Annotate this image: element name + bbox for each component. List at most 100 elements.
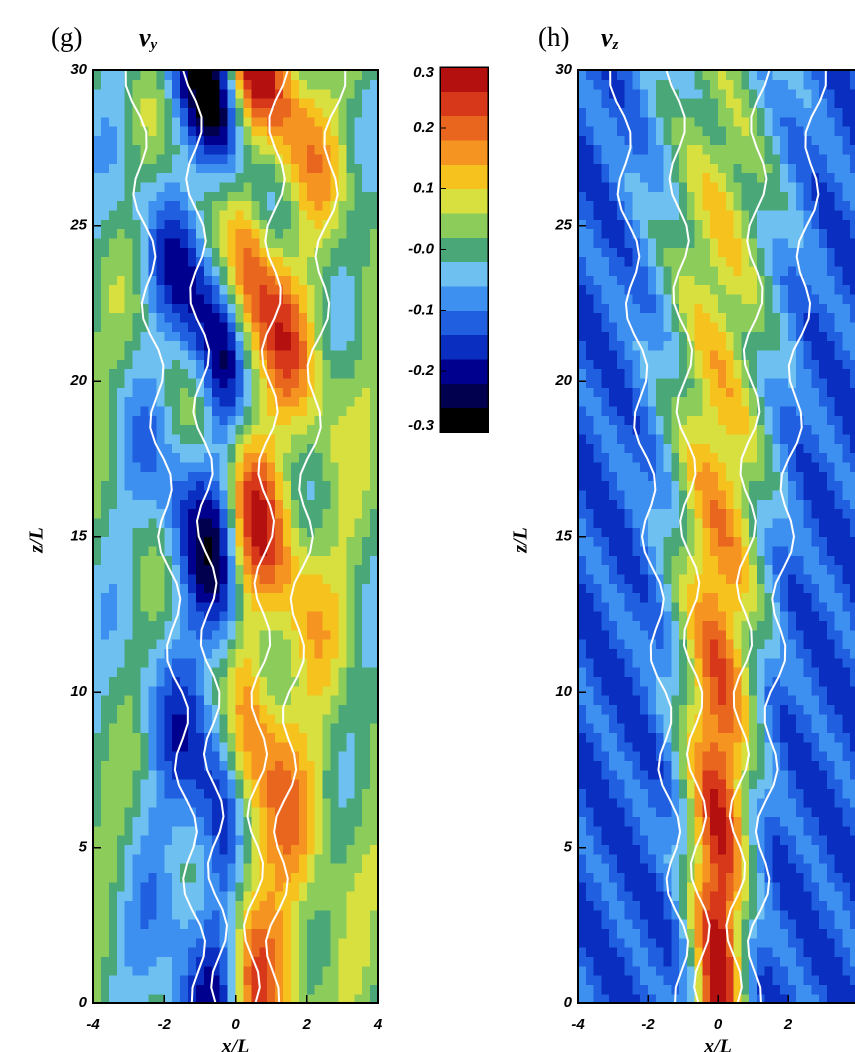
field-cell xyxy=(625,975,633,985)
field-cell xyxy=(125,229,134,239)
field-cell xyxy=(93,900,102,910)
field-cell xyxy=(188,620,197,630)
field-cell xyxy=(243,285,252,295)
field-cell xyxy=(664,387,672,397)
field-cell xyxy=(625,574,633,584)
field-cell xyxy=(180,574,189,584)
field-cell xyxy=(299,910,308,920)
y-tick-label: 5 xyxy=(79,838,88,855)
field-cell xyxy=(125,499,134,509)
field-cell xyxy=(656,947,664,957)
field-cell xyxy=(172,471,181,481)
field-cell xyxy=(640,201,648,211)
field-cell xyxy=(117,406,126,416)
field-cell xyxy=(156,462,165,472)
field-cell xyxy=(188,742,197,752)
field-cell xyxy=(172,294,181,304)
field-cell xyxy=(133,854,142,864)
field-cell xyxy=(267,900,276,910)
field-cell xyxy=(338,975,347,985)
field-cell xyxy=(664,583,672,593)
field-cell xyxy=(578,425,586,435)
field-cell xyxy=(632,350,640,360)
field-cell xyxy=(204,303,213,313)
field-cell xyxy=(354,760,363,770)
field-cell xyxy=(228,891,237,901)
field-cell xyxy=(212,415,221,425)
field-cell xyxy=(172,173,181,183)
field-cell xyxy=(196,798,205,808)
field-cell xyxy=(101,583,110,593)
field-cell xyxy=(93,770,102,780)
field-cell xyxy=(148,602,157,612)
field-cell xyxy=(594,397,602,407)
field-cell xyxy=(362,639,371,649)
field-cell xyxy=(601,770,609,780)
field-cell xyxy=(338,704,347,714)
field-cell xyxy=(640,704,648,714)
field-cell xyxy=(93,630,102,640)
field-cell xyxy=(331,816,340,826)
field-cell xyxy=(156,163,165,173)
field-cell xyxy=(601,191,609,201)
field-cell xyxy=(267,592,276,602)
field-cell xyxy=(156,714,165,724)
field-cell xyxy=(617,704,625,714)
field-cell xyxy=(323,471,332,481)
field-cell xyxy=(283,667,292,677)
field-cell xyxy=(346,201,355,211)
field-cell xyxy=(594,201,602,211)
field-cell xyxy=(117,742,126,752)
field-cell xyxy=(259,387,268,397)
field-cell xyxy=(601,966,609,976)
field-cell xyxy=(148,490,157,500)
field-cell xyxy=(609,751,617,761)
field-cell xyxy=(283,89,292,99)
field-cell xyxy=(243,145,252,155)
field-cell xyxy=(228,518,237,528)
field-cell xyxy=(648,947,656,957)
field-cell xyxy=(617,350,625,360)
field-cell xyxy=(601,117,609,127)
field-cell xyxy=(212,938,221,948)
field-cell xyxy=(362,79,371,89)
field-cell xyxy=(236,807,245,817)
field-cell xyxy=(617,910,625,920)
field-cell xyxy=(586,620,594,630)
field-cell xyxy=(125,518,134,528)
field-cell xyxy=(243,471,252,481)
field-cell xyxy=(172,872,181,882)
field-cell xyxy=(331,89,340,99)
field-cell xyxy=(671,135,679,145)
field-cell xyxy=(299,732,308,742)
field-cell xyxy=(632,975,640,985)
field-cell xyxy=(586,518,594,528)
field-cell xyxy=(362,229,371,239)
field-cell xyxy=(117,369,126,379)
field-cell xyxy=(212,275,221,285)
field-cell xyxy=(362,537,371,547)
field-cell xyxy=(291,732,300,742)
field-cell xyxy=(578,723,586,733)
field-cell xyxy=(283,462,292,472)
field-cell xyxy=(315,462,324,472)
field-cell xyxy=(243,406,252,416)
field-cell xyxy=(172,257,181,267)
field-cell xyxy=(640,658,648,668)
field-cell xyxy=(625,564,633,574)
field-cell xyxy=(172,434,181,444)
field-cell xyxy=(125,770,134,780)
field-cell xyxy=(586,145,594,155)
field-cell xyxy=(354,816,363,826)
field-cell xyxy=(180,807,189,817)
field-cell xyxy=(164,872,173,882)
field-cell xyxy=(133,863,142,873)
field-cell xyxy=(141,397,150,407)
field-cell xyxy=(180,490,189,500)
field-cell xyxy=(671,490,679,500)
field-cell xyxy=(243,425,252,435)
field-cell xyxy=(291,294,300,304)
field-cell xyxy=(354,537,363,547)
field-cell xyxy=(156,910,165,920)
field-cell xyxy=(93,79,102,89)
